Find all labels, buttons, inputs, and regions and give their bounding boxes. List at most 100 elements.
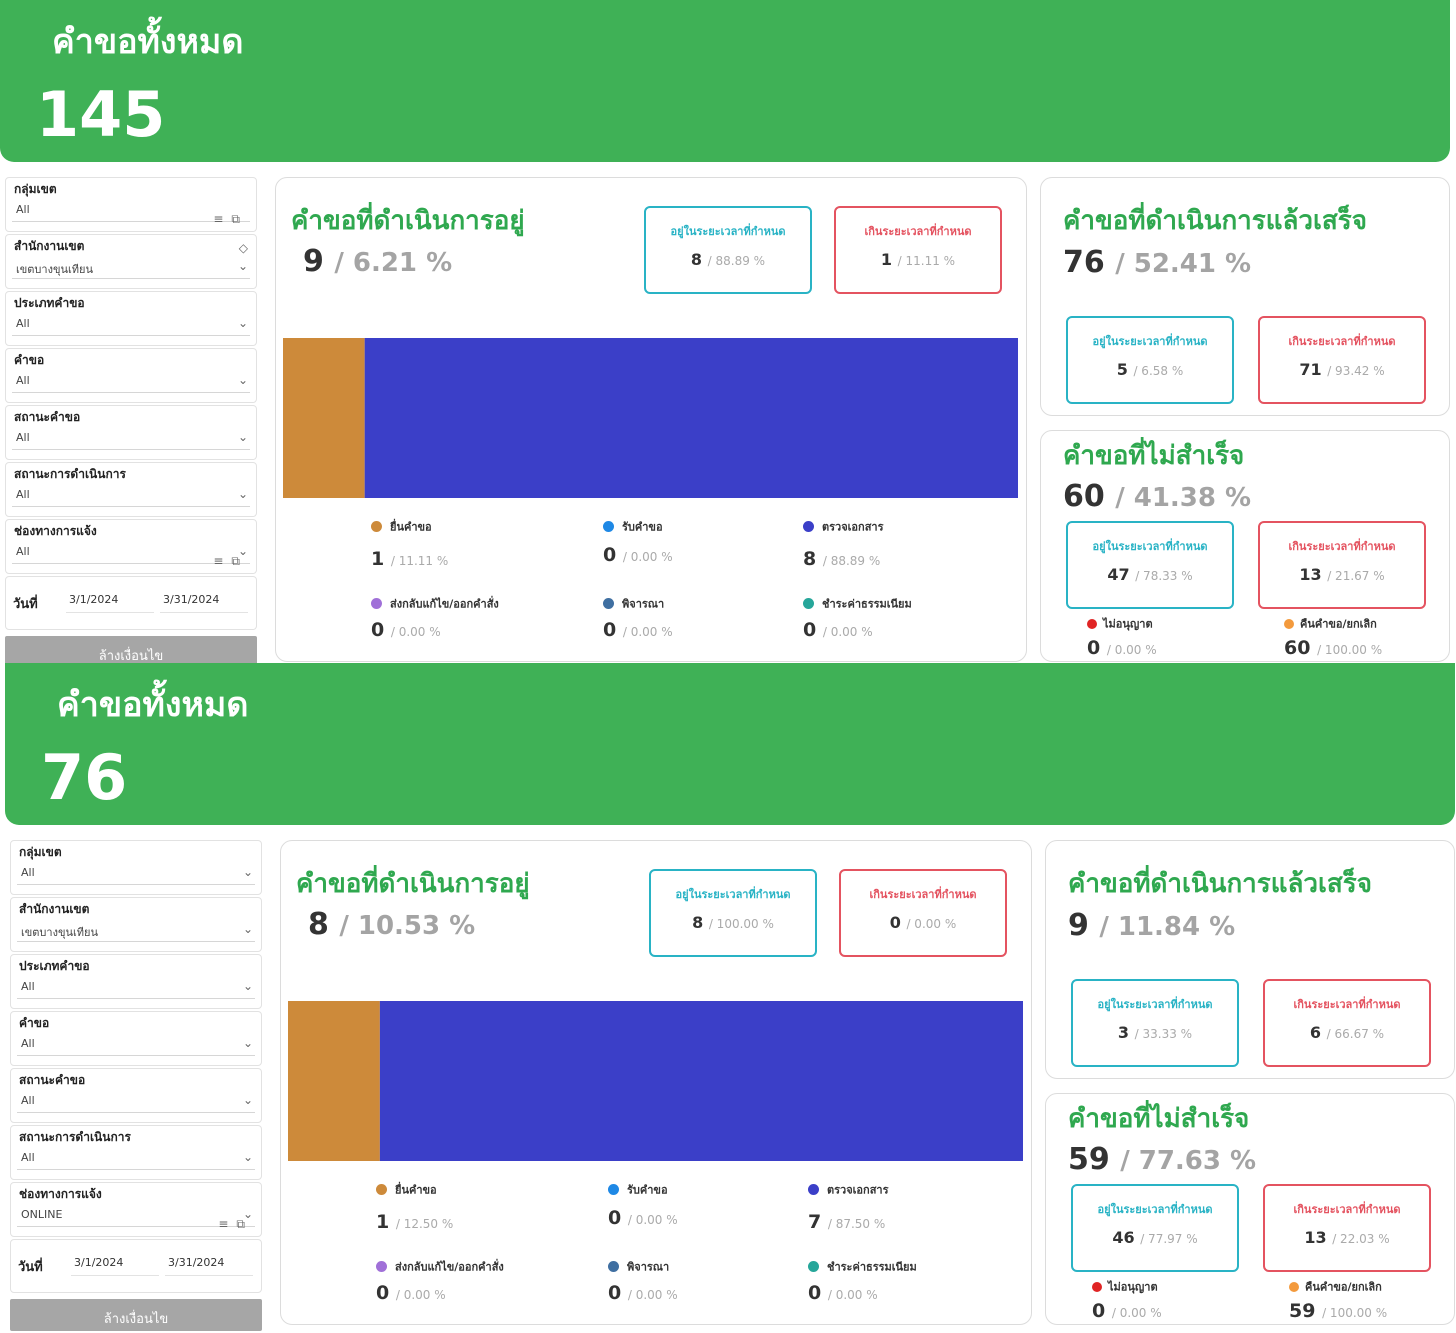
legend-label: พิจารณา (622, 597, 665, 611)
bar-segment-0[interactable] (283, 338, 365, 498)
badge-count: 0 (889, 913, 901, 932)
badge-count: 47 (1107, 565, 1130, 584)
slicer-request[interactable]: คำขอ All ⌄ (10, 1011, 262, 1066)
chevron-down-icon[interactable]: ⌄ (242, 1036, 253, 1050)
in-progress-percent: / 10.53 % (339, 911, 476, 941)
cancelled-stat: คืนคำขอ/ยกเลิก 60 / 100.00 % (1284, 613, 1382, 659)
slicer-request-status[interactable]: สถานะคำขอ All ⌄ (5, 405, 257, 460)
badge-label: เกินระยะเวลาที่กำหนด (1293, 1203, 1401, 1216)
slicer-request-type[interactable]: ประเภทคำขอ All ⌄ (5, 291, 257, 346)
slicer-zone-group[interactable]: กลุ่มเขต All ≡⧉ (5, 177, 257, 232)
slicer-value[interactable]: เขตบางขุนเทียน (17, 920, 255, 942)
slicer-operation-status[interactable]: สถานะการดำเนินการ All ⌄ (10, 1125, 262, 1180)
date-from-input[interactable]: 3/1/2024 (71, 1252, 159, 1276)
filter-icon[interactable]: ≡⧉ (213, 554, 248, 568)
slicer-value[interactable]: All (12, 485, 250, 507)
badge-count: 71 (1299, 360, 1322, 379)
chevron-down-icon[interactable]: ⌄ (237, 487, 248, 501)
unsuccessful-percent: / 77.63 % (1120, 1146, 1257, 1176)
slicer-label: สถานะการดำเนินการ (19, 1130, 131, 1144)
chevron-down-icon[interactable]: ⌄ (237, 316, 248, 330)
over-time-badge: เกินระยะเวลาที่กำหนด 13 / 22.03 % (1263, 1184, 1431, 1272)
chevron-down-icon[interactable]: ⌄ (237, 373, 248, 387)
status-stacked-bar-chart[interactable] (283, 338, 1018, 498)
denied-percent: / 0.00 % (1106, 642, 1157, 657)
slicer-value[interactable]: All (17, 977, 255, 999)
legend-count: 0 (808, 1281, 822, 1304)
legend-count: 1 (371, 547, 385, 570)
legend-count: 0 (608, 1206, 622, 1229)
slicer-value[interactable]: ONLINE (17, 1205, 255, 1227)
unsuccessful-card: คำขอที่ไม่สำเร็จ 59 / 77.63 % อยู่ในระยะ… (1045, 1093, 1455, 1325)
legend-item-check-docs: ตรวจเอกสาร 7 / 87.50 % (808, 1179, 1008, 1233)
badge-percent: / 6.58 % (1133, 364, 1184, 378)
slicer-value[interactable]: All (12, 542, 250, 564)
badge-label: อยู่ในระยะเวลาที่กำหนด (1097, 1203, 1213, 1216)
denied-count: 0 (1087, 636, 1101, 659)
chevron-down-icon[interactable]: ⌄ (242, 1150, 253, 1164)
filter-icon[interactable]: ≡⧉ (213, 212, 248, 226)
unsuccessful-count: 60 (1063, 479, 1105, 514)
clear-filters-button[interactable]: ล้างเงื่อนไข (5, 636, 257, 668)
bar-segment-2[interactable] (379, 1001, 1023, 1161)
legend-label: ตรวจเอกสาร (822, 520, 884, 534)
slicer-value[interactable]: All (12, 314, 250, 336)
badge-label: เกินระยะเวลาที่กำหนด (1288, 540, 1396, 553)
eraser-icon[interactable]: ◇ (238, 241, 248, 255)
chevron-down-icon[interactable]: ⌄ (242, 922, 253, 936)
slicer-value[interactable]: All (17, 1091, 255, 1113)
slicer-request-status[interactable]: สถานะคำขอ All ⌄ (10, 1068, 262, 1123)
slicer-district-office[interactable]: สำนักงานเขต ◇ เขตบางขุนเทียน ⌄ (5, 234, 257, 289)
date-to-input[interactable]: 3/31/2024 (160, 589, 248, 613)
date-range-slicer: วันที่ 3/1/2024 3/31/2024 (10, 1239, 262, 1293)
slicer-label: คำขอ (14, 353, 45, 367)
in-time-badge: อยู่ในระยะเวลาที่กำหนด 5 / 6.58 % (1066, 316, 1234, 404)
badge-percent: / 0.00 % (906, 917, 957, 931)
unsuccessful-count: 59 (1068, 1142, 1110, 1177)
chevron-down-icon[interactable]: ⌄ (237, 259, 248, 273)
slicer-zone-group[interactable]: กลุ่มเขต All ⌄ (10, 840, 262, 895)
chevron-down-icon[interactable]: ⌄ (237, 430, 248, 444)
slicer-operation-status[interactable]: สถานะการดำเนินการ All ⌄ (5, 462, 257, 517)
chevron-down-icon[interactable]: ⌄ (242, 1093, 253, 1107)
legend-dot (803, 521, 814, 532)
chevron-down-icon[interactable]: ⌄ (242, 979, 253, 993)
slicer-district-office[interactable]: สำนักงานเขต เขตบางขุนเทียน ⌄ (10, 897, 262, 952)
legend-count: 0 (603, 543, 617, 566)
slicer-value[interactable]: All (12, 200, 250, 222)
slicer-value[interactable]: All (17, 863, 255, 885)
legend-dot (808, 1184, 819, 1195)
slicer-value[interactable]: All (12, 371, 250, 393)
status-stacked-bar-chart[interactable] (288, 1001, 1023, 1161)
date-from-input[interactable]: 3/1/2024 (66, 589, 154, 613)
slicer-request[interactable]: คำขอ All ⌄ (5, 348, 257, 403)
bar-segment-0[interactable] (288, 1001, 380, 1161)
badge-percent: / 77.97 % (1140, 1232, 1198, 1246)
slicer-request-type[interactable]: ประเภทคำขอ All ⌄ (10, 954, 262, 1009)
slicer-channel[interactable]: ช่องทางการแจ้ง All ⌄ ≡⧉ (5, 519, 257, 574)
bar-segment-2[interactable] (364, 338, 1018, 498)
slicer-channel[interactable]: ช่องทางการแจ้ง ONLINE ⌄ ≡⧉ (10, 1182, 262, 1237)
slicer-value[interactable]: All (17, 1148, 255, 1170)
chevron-down-icon[interactable]: ⌄ (242, 1207, 253, 1221)
unsuccessful-percent: / 41.38 % (1115, 483, 1252, 513)
filter-icon[interactable]: ≡⧉ (218, 1217, 253, 1231)
slicer-value[interactable]: All (12, 428, 250, 450)
legend-item-receive: รับคำขอ 0 / 0.00 % (608, 1179, 808, 1229)
slicer-value[interactable]: All (17, 1034, 255, 1056)
legend-label: รับคำขอ (622, 520, 663, 534)
slicer-value[interactable]: เขตบางขุนเทียน (12, 257, 250, 279)
clear-filters-button[interactable]: ล้างเงื่อนไข (10, 1299, 262, 1331)
chevron-down-icon[interactable]: ⌄ (242, 865, 253, 879)
chevron-down-icon[interactable]: ⌄ (237, 544, 248, 558)
banner-count: 145 (36, 78, 166, 151)
in-progress-total: 9 / 6.21 % (303, 244, 452, 279)
total-requests-banner: คำขอทั้งหมด 76 (5, 663, 1455, 825)
date-to-input[interactable]: 3/31/2024 (165, 1252, 253, 1276)
dashboard-1: คำขอทั้งหมด 145 กลุ่มเขต All ≡⧉ สำนักงาน… (0, 0, 1456, 668)
banner-title: คำขอทั้งหมด (57, 685, 249, 725)
filter-panel: กลุ่มเขต All ⌄ สำนักงานเขต เขตบางขุนเทีย… (10, 840, 262, 1331)
in-time-badge: อยู่ในระยะเวลาที่กำหนด 3 / 33.33 % (1071, 979, 1239, 1067)
legend-dot (603, 598, 614, 609)
badge-percent: / 78.33 % (1135, 569, 1193, 583)
